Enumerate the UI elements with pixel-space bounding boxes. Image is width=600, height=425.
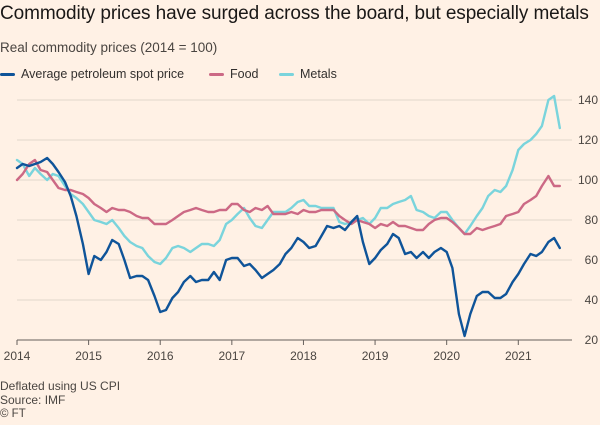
legend-label-petroleum: Average petroleum spot price xyxy=(21,67,185,81)
x-tick-label-2018: 2018 xyxy=(290,349,317,363)
x-tick-label-2014: 2014 xyxy=(4,349,31,363)
legend-label-food: Food xyxy=(230,67,259,81)
legend-swatch-petroleum xyxy=(0,72,15,76)
y-tick-label-60: 60 xyxy=(585,253,599,267)
footer-source: Source: IMF xyxy=(0,393,66,407)
x-axis: 2014 2015 2016 2017 2018 2019 2020 2021 xyxy=(4,339,572,363)
series-line-food xyxy=(15,158,561,236)
legend-swatch-metals xyxy=(279,72,294,76)
x-tick-label-2021: 2021 xyxy=(505,349,532,363)
y-tick-label-80: 80 xyxy=(585,213,599,227)
x-tick-label-2016: 2016 xyxy=(147,349,174,363)
x-tick-label-2020: 2020 xyxy=(433,349,460,363)
chart-title: Commodity prices have surged across the … xyxy=(0,3,589,24)
x-tick-label-2017: 2017 xyxy=(218,349,245,363)
y-tick-label-20: 20 xyxy=(585,333,599,347)
x-tick-label-2015: 2015 xyxy=(75,349,102,363)
chart-gridlines xyxy=(17,99,572,301)
legend-item-metals: Metals xyxy=(279,67,337,81)
chart-series-lines xyxy=(15,94,561,338)
legend-item-petroleum: Average petroleum spot price xyxy=(0,67,184,81)
series-line-metals xyxy=(15,94,561,266)
footer-credit: © FT xyxy=(0,408,26,420)
chart-subtitle: Real commodity prices (2014 = 100) xyxy=(0,40,218,55)
legend-item-food: Food xyxy=(209,67,259,81)
footer-note: Deflated using US CPI xyxy=(0,379,121,393)
y-tick-label-120: 120 xyxy=(578,133,598,147)
x-tick-label-2019: 2019 xyxy=(362,349,389,363)
series-line-average-petroleum-spot-price xyxy=(15,156,561,338)
y-tick-label-100: 100 xyxy=(578,173,598,187)
y-tick-label-40: 40 xyxy=(585,293,599,307)
legend-label-metals: Metals xyxy=(300,67,337,81)
legend-swatch-food xyxy=(209,72,224,76)
y-axis-tick-labels: 20 40 60 80 100 120 140 xyxy=(578,93,598,347)
y-tick-label-140: 140 xyxy=(578,93,598,107)
